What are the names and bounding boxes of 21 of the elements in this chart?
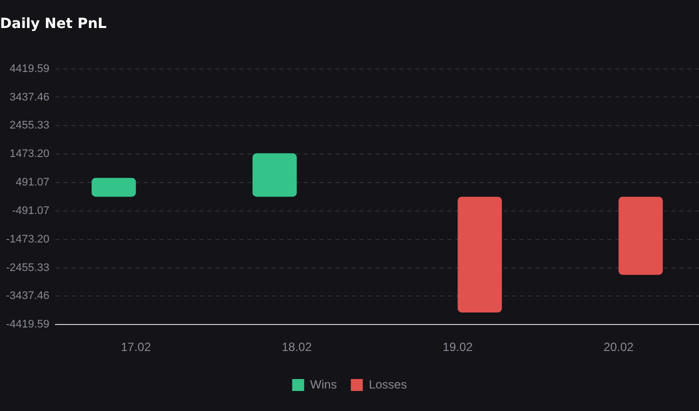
y-tick-label: 2455.33 — [10, 120, 50, 132]
bar — [252, 153, 297, 197]
bar — [92, 178, 136, 197]
chart-title: Daily Net PnL — [0, 16, 107, 32]
y-tick-label: -3437.46 — [6, 290, 50, 302]
x-tick-label: 18.02 — [282, 340, 312, 354]
y-tick-label: -2455.33 — [6, 262, 50, 274]
bar — [618, 196, 663, 275]
legend-label: Wins — [310, 377, 337, 392]
legend-label: Losses — [368, 377, 407, 392]
x-tick-label: 19.02 — [442, 340, 473, 354]
y-tick-label: 1473.20 — [10, 148, 50, 160]
x-tick-label: 17.02 — [120, 340, 152, 354]
y-tick-label: 491.07 — [16, 176, 50, 189]
y-tick-label: -491.07 — [12, 204, 50, 217]
bar — [458, 196, 502, 312]
y-tick-label: -1473.20 — [6, 233, 50, 246]
y-tick-label: 4419.59 — [10, 62, 50, 75]
y-tick-label: -4419.59 — [6, 318, 50, 331]
y-tick-label: 3437.46 — [10, 91, 50, 104]
x-tick-label: 20.02 — [604, 340, 634, 354]
